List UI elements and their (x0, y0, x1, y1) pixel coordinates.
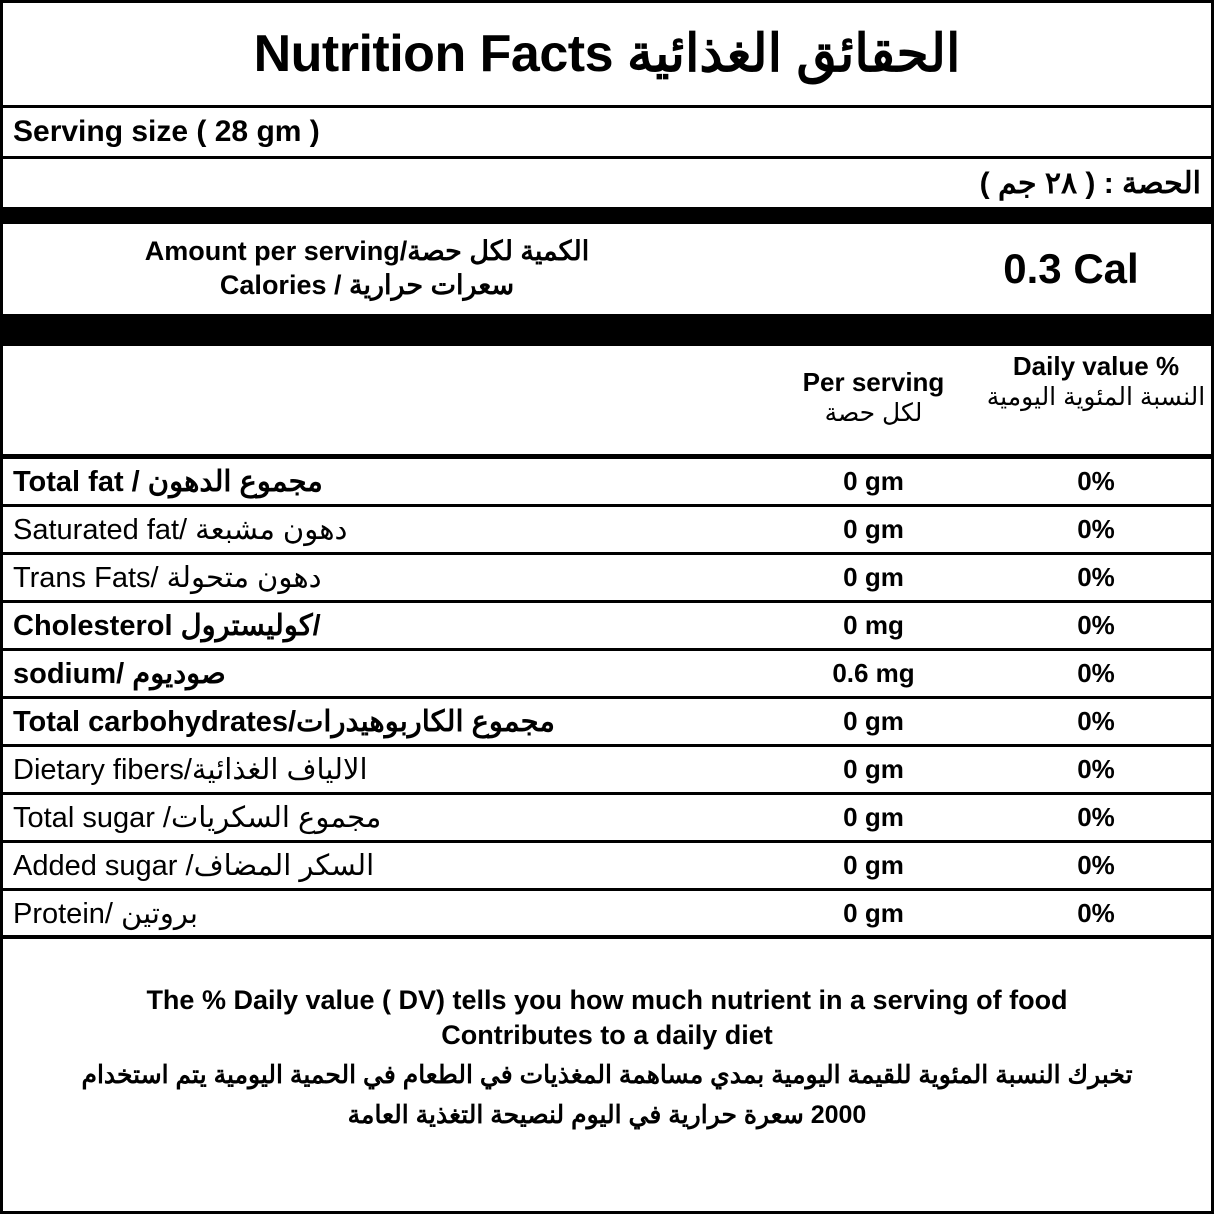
nutrient-daily-value: 0% (1077, 658, 1115, 688)
footer-note: The % Daily value ( DV) tells you how mu… (3, 939, 1211, 1211)
amount-per-serving-label: Amount per serving/الكمية لكل حصة (144, 236, 590, 267)
nutrient-amount: 0 gm (843, 897, 904, 928)
per-serving-label-en: Per serving (802, 367, 945, 397)
serving-size-row-ar: الحصة : ( ٢٨ جم ) (3, 159, 1211, 210)
footer-ar-line-2: 2000 سعرة حرارية في اليوم لنصيحة التغذية… (347, 1100, 867, 1129)
calories-labels: Amount per serving/الكمية لكل حصة Calori… (3, 235, 911, 303)
nutrient-amount: 0 gm (843, 850, 904, 880)
nutrient-amount: 0 mg (843, 610, 904, 640)
calories-label: Calories / سعرات حرارية (219, 270, 515, 300)
nutrient-daily-value: 0% (1077, 466, 1115, 496)
separator-bar-calories (3, 314, 1211, 346)
table-row: Saturated fat/ دهون مشبعة 0 gm 0% (3, 507, 1211, 555)
column-header-daily-value: Daily value % النسبة المئوية اليومية (981, 346, 1211, 412)
table-row: Total carbohydrates/مجموع الكاربوهيدرات … (3, 699, 1211, 747)
nutrient-amount: 0 gm (843, 514, 904, 544)
serving-size-row-en: Serving size ( 28 gm ) (3, 108, 1211, 159)
nutrient-name: Dietary fibers/الالياف الغذائية (13, 754, 368, 786)
serving-size-en: Serving size ( 28 gm ) (13, 115, 320, 148)
calories-value: 0.3 Cal (1003, 245, 1139, 292)
separator-bar-top (3, 210, 1211, 224)
calories-value-cell: 0.3 Cal (911, 245, 1211, 293)
nutrient-daily-value: 0% (1077, 897, 1115, 928)
nutrient-name: Total sugar /مجموع السكريات (13, 802, 382, 834)
table-row: Total fat / مجموع الدهون 0 gm 0% (3, 459, 1211, 507)
nutrient-amount: 0.6 mg (832, 658, 915, 688)
table-row: Cholesterol كوليسترول/ 0 mg 0% (3, 603, 1211, 651)
table-row: Dietary fibers/الالياف الغذائية 0 gm 0% (3, 747, 1211, 795)
column-headers-row: Per serving لكل حصة Daily value % النسبة… (3, 346, 1211, 459)
nutrient-name: Added sugar /السكر المضاف (13, 850, 375, 882)
daily-value-label-en: Daily value % (1012, 351, 1180, 381)
nutrient-name: Total carbohydrates/مجموع الكاربوهيدرات (13, 706, 555, 738)
serving-size-ar: الحصة : ( ٢٨ جم ) (979, 166, 1201, 200)
nutrient-rows: Total fat / مجموع الدهون 0 gm 0% Saturat… (3, 459, 1211, 939)
nutrient-daily-value: 0% (1077, 706, 1115, 736)
nutrient-amount: 0 gm (843, 562, 904, 592)
per-serving-label-ar: لكل حصة (824, 398, 923, 427)
page-title: Nutrition Facts الحقائق الغذائية (253, 25, 961, 83)
table-row: Trans Fats/ دهون متحولة 0 gm 0% (3, 555, 1211, 603)
calories-row: Amount per serving/الكمية لكل حصة Calori… (3, 224, 1211, 314)
nutrient-name: Total fat / مجموع الدهون (13, 466, 323, 498)
footer-en-line-1: The % Daily value ( DV) tells you how mu… (146, 985, 1068, 1015)
nutrient-daily-value: 0% (1077, 610, 1115, 640)
daily-value-label-ar: النسبة المئوية اليومية (986, 382, 1206, 411)
nutrient-name: Saturated fat/ دهون مشبعة (13, 514, 348, 546)
table-row: Total sugar /مجموع السكريات 0 gm 0% (3, 795, 1211, 843)
nutrient-daily-value: 0% (1077, 802, 1115, 832)
nutrient-amount: 0 gm (843, 754, 904, 784)
nutrient-daily-value: 0% (1077, 562, 1115, 592)
nutrient-daily-value: 0% (1077, 754, 1115, 784)
nutrient-amount: 0 gm (843, 466, 904, 496)
table-row: Added sugar /السكر المضاف 0 gm 0% (3, 843, 1211, 891)
nutrient-name: Cholesterol كوليسترول/ (13, 610, 321, 642)
footer-ar-line-1: تخبرك النسبة المئوية للقيمة اليومية بمدي… (81, 1061, 1133, 1090)
nutrient-amount: 0 gm (843, 706, 904, 736)
nutrient-name: sodium/ صوديوم (13, 658, 226, 690)
nutrient-name: Trans Fats/ دهون متحولة (13, 562, 322, 594)
footer-en-line-2: Contributes to a daily diet (441, 1020, 773, 1051)
nutrient-amount: 0 gm (843, 802, 904, 832)
table-row: sodium/ صوديوم 0.6 mg 0% (3, 651, 1211, 699)
column-header-per-serving: Per serving لكل حصة (766, 346, 981, 428)
nutrient-name: Protein/ بروتين (13, 897, 198, 930)
label-title-row: Nutrition Facts الحقائق الغذائية (3, 3, 1211, 108)
nutrient-daily-value: 0% (1077, 850, 1115, 880)
table-row: Protein/ بروتين 0 gm 0% (3, 891, 1211, 939)
nutrient-daily-value: 0% (1077, 514, 1115, 544)
